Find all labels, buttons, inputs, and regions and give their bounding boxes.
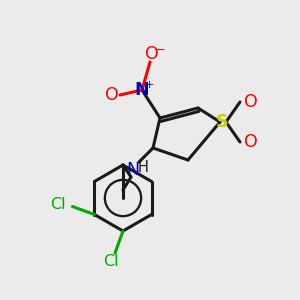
Text: N: N <box>126 161 140 179</box>
Text: O: O <box>244 93 258 111</box>
Text: S: S <box>216 113 228 131</box>
Text: −: − <box>155 44 165 56</box>
Text: H: H <box>138 160 148 175</box>
Text: N: N <box>135 81 149 99</box>
Text: O: O <box>244 133 258 151</box>
Text: +: + <box>144 80 154 90</box>
Text: Cl: Cl <box>103 254 119 269</box>
Text: O: O <box>145 45 159 63</box>
Text: Cl: Cl <box>51 197 66 212</box>
Text: O: O <box>105 86 119 104</box>
